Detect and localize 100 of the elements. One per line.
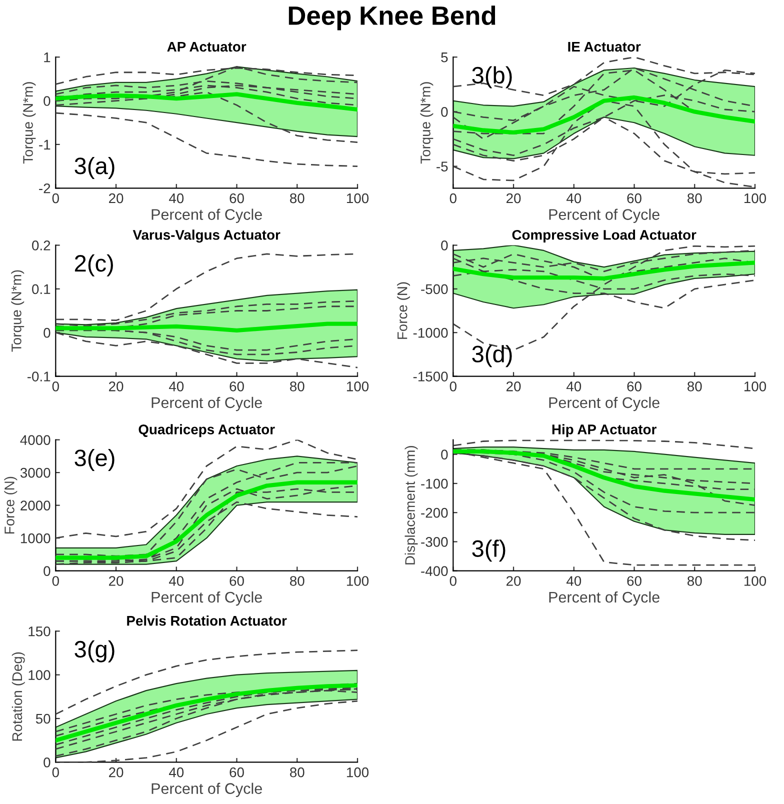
y-tick-label: 0 <box>441 240 448 250</box>
x-tick-label: 80 <box>688 382 702 392</box>
y-axis-title: Torque (N*m) <box>11 270 24 352</box>
chart-title: IE Actuator <box>568 42 641 52</box>
x-tick-label: 0 <box>52 576 59 586</box>
x-tick-label: 20 <box>109 382 124 392</box>
annotation: 3(e) <box>74 448 114 471</box>
x-tick-label: 80 <box>688 576 702 586</box>
x-axis-title: Percent of Cycle <box>549 591 660 606</box>
annotation: 3(b) <box>472 66 512 88</box>
x-tick-label: 40 <box>566 193 582 204</box>
y-tick-label: 50 <box>36 714 50 724</box>
y-tick-label: -1500 <box>413 372 448 382</box>
x-axis-title: Percent of Cycle <box>152 396 262 412</box>
x-tick-label: 0 <box>450 576 456 586</box>
y-tick-label: 0 <box>441 450 448 460</box>
x-tick-label: 100 <box>744 193 766 204</box>
y-tick-label: 0 <box>44 566 50 576</box>
y-tick-label: 0 <box>441 107 448 117</box>
x-tick-label: 80 <box>688 193 702 204</box>
x-tick-label: 20 <box>109 193 124 204</box>
y-tick-label: -300 <box>421 537 448 547</box>
x-tick-label: 40 <box>168 193 184 204</box>
chart-title: Compressive Load Actuator <box>512 230 696 243</box>
x-tick-label: 40 <box>168 767 184 778</box>
annotation: 3(g) <box>74 640 114 662</box>
x-tick-label: 20 <box>109 576 124 586</box>
y-tick-label: 1000 <box>20 533 50 544</box>
x-tick-label: 80 <box>290 576 304 586</box>
y-tick-label: 0.2 <box>32 240 50 250</box>
y-axis-title: Torque (N*m) <box>420 82 434 164</box>
x-tick-label: 0 <box>52 193 59 204</box>
y-axis-title: Force (N) <box>4 476 18 534</box>
y-tick-label: 0 <box>44 758 50 768</box>
x-axis-title: Percent of Cycle <box>549 208 660 223</box>
x-tick-label: 20 <box>506 576 521 586</box>
y-tick-label: -5 <box>436 162 448 172</box>
x-tick-label: 20 <box>506 193 521 204</box>
x-tick-label: 80 <box>290 382 304 392</box>
y-tick-label: -100 <box>421 478 448 489</box>
x-tick-label: 0 <box>52 767 59 778</box>
chart-title: Hip AP Actuator <box>552 424 656 438</box>
y-tick-label: 3000 <box>20 468 50 478</box>
annotation: 3(a) <box>74 156 114 179</box>
annotation: 3(f) <box>472 540 506 562</box>
y-tick-label: -1000 <box>413 328 448 338</box>
annotation: 2(c) <box>74 254 113 276</box>
x-tick-label: 60 <box>230 576 244 586</box>
y-tick-label: 0 <box>44 328 50 338</box>
annotation: 3(d) <box>472 345 512 368</box>
x-tick-label: 80 <box>290 193 304 204</box>
x-tick-label: 60 <box>230 382 244 392</box>
y-tick-label: -400 <box>421 566 448 576</box>
x-tick-label: 100 <box>744 576 766 586</box>
y-tick-label: -200 <box>421 508 448 518</box>
x-tick-label: 20 <box>109 767 124 778</box>
x-tick-label: 100 <box>346 767 369 778</box>
y-tick-label: -0.1 <box>27 372 50 382</box>
chart-title: AP Actuator <box>167 42 246 52</box>
x-tick-label: 0 <box>450 193 456 204</box>
y-tick-label: 5 <box>441 52 448 62</box>
x-tick-label: 40 <box>168 576 184 586</box>
x-tick-label: 100 <box>744 382 766 392</box>
x-tick-label: 60 <box>230 193 244 204</box>
x-tick-label: 40 <box>566 576 582 586</box>
x-tick-label: 20 <box>506 382 521 392</box>
x-tick-label: 80 <box>290 767 304 778</box>
chart-title: Varus-Valgus Actuator <box>132 230 280 243</box>
y-axis-title: Torque (N*m) <box>22 82 36 164</box>
x-tick-label: 100 <box>346 193 369 204</box>
x-axis-title: Percent of Cycle <box>152 591 262 606</box>
x-axis-title: Percent of Cycle <box>152 208 262 223</box>
x-tick-label: 60 <box>627 382 642 392</box>
y-tick-label: 150 <box>28 626 50 636</box>
x-tick-label: 0 <box>52 382 59 392</box>
x-tick-label: 40 <box>566 382 582 392</box>
chart-title: Quadriceps Actuator <box>138 424 275 438</box>
x-tick-label: 40 <box>168 382 184 392</box>
chart-title: Pelvis Rotation Actuator <box>127 616 287 626</box>
x-tick-label: 60 <box>230 767 244 778</box>
y-tick-label: 0 <box>44 96 50 106</box>
y-tick-label: -1 <box>39 140 50 150</box>
x-tick-label: 100 <box>346 382 369 392</box>
x-axis-title: Percent of Cycle <box>549 396 660 412</box>
x-tick-label: 0 <box>450 382 456 392</box>
x-tick-label: 60 <box>627 193 642 204</box>
y-tick-label: 1 <box>44 52 50 62</box>
x-axis-title: Percent of Cycle <box>152 782 262 798</box>
y-axis-title: Rotation (Deg) <box>12 652 25 741</box>
y-tick-label: -500 <box>421 284 448 294</box>
y-axis-title: Force (N) <box>397 282 410 339</box>
x-tick-label: 60 <box>627 576 642 586</box>
text: Deep Knee Bend <box>288 6 496 30</box>
y-tick-label: -2 <box>39 183 50 194</box>
y-axis-title: Displacement (mm) <box>404 446 418 564</box>
x-tick-label: 100 <box>346 576 369 586</box>
y-tick-label: 0.1 <box>32 284 50 294</box>
y-tick-label: 4000 <box>20 435 50 445</box>
y-tick-label: 100 <box>28 670 50 680</box>
y-tick-label: 2000 <box>20 500 50 510</box>
